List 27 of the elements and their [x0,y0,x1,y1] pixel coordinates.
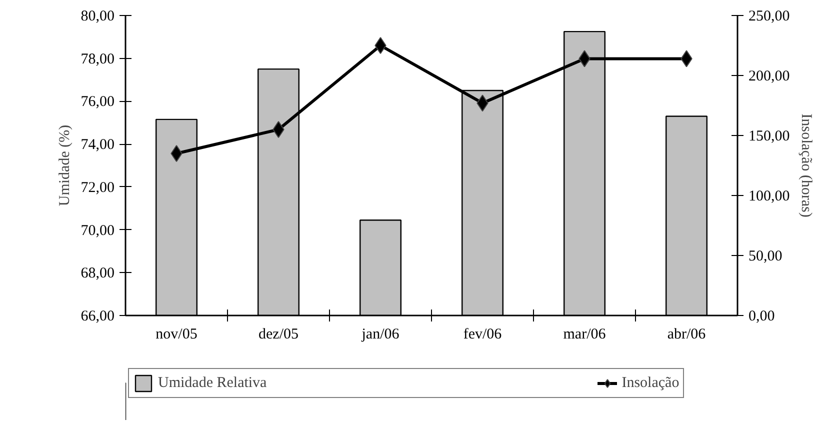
y-tick-label: 66,00 [80,308,114,324]
legend-label: Umidade Relativa [158,374,267,392]
y2-tick-label: 0,00 [748,308,775,324]
y2-axis-title: Insolação (horas) [798,114,814,218]
point [272,121,284,138]
y-tick-label: 74,00 [80,137,114,154]
y-tick-label: 70,00 [80,222,114,239]
x-tick-label: dez/05 [258,326,298,342]
x-tick-label: jan/06 [360,326,400,342]
x-tick-label: abr/06 [667,326,706,342]
x-tick-label: fev/06 [463,326,502,342]
y-tick-label: 68,00 [80,266,114,282]
y-tick-label: 78,00 [80,51,114,68]
y-tick-label: 72,00 [80,180,114,196]
y2-tick-label: 250,00 [748,8,790,24]
point [374,37,386,54]
y2-tick-label: 100,00 [748,188,790,204]
y-tick-label: 80,00 [80,8,114,24]
y2-tick-label: 150,00 [748,128,790,144]
x-tick-label: nov/05 [156,326,198,342]
y2-tick-label: 200,00 [748,68,790,84]
x-tick-label: mar/06 [563,326,606,342]
y2-tick-label: 50,00 [748,248,782,264]
y-axis-title: Umidade (%) [56,124,73,206]
y-tick-label: 76,00 [80,94,114,110]
point [170,145,182,162]
legend-label: Insolação [622,374,680,392]
